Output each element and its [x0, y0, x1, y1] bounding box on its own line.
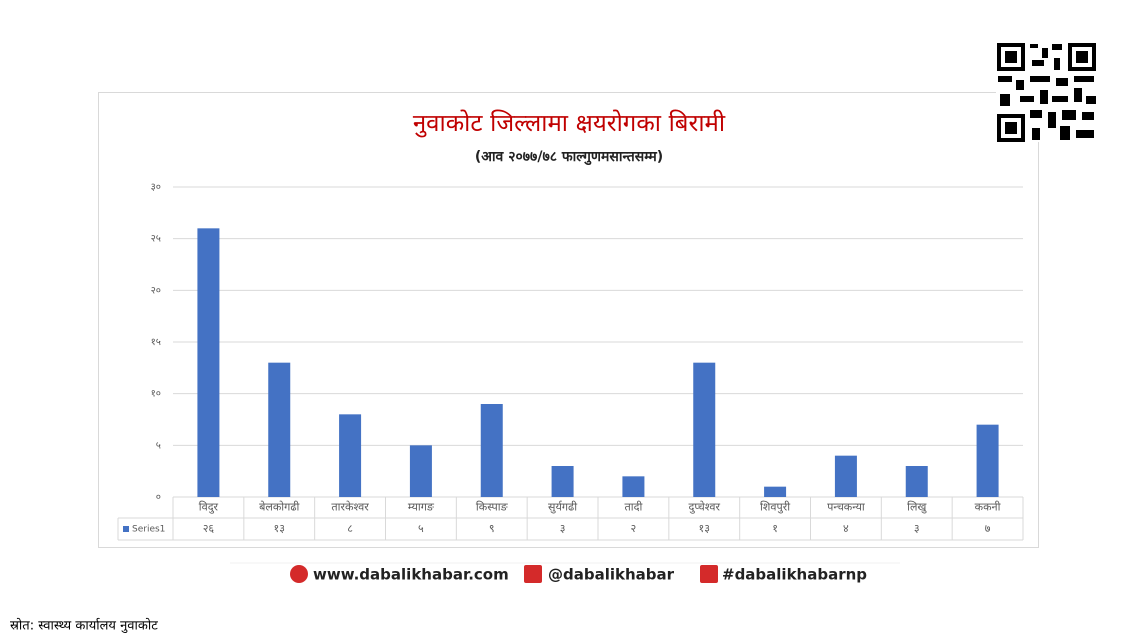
value-label: २ — [631, 522, 637, 535]
value-label: २६ — [203, 522, 215, 535]
bar — [764, 486, 787, 497]
bar — [976, 424, 999, 497]
bar — [834, 455, 857, 497]
bar — [197, 228, 220, 498]
bar — [268, 362, 291, 497]
x-tick-label: बेलकोगढी — [259, 501, 299, 514]
bar — [551, 466, 574, 497]
y-tick-label: १५ — [151, 337, 161, 348]
value-label: १ — [772, 522, 778, 535]
bar — [693, 362, 716, 497]
value-label: ९ — [489, 522, 495, 535]
footer: www.dabalikhabar.com @dabalikhabar #daba… — [230, 562, 900, 584]
bar — [409, 445, 432, 497]
x-tick-label: सुर्यगढी — [548, 501, 577, 514]
qr-code — [996, 42, 1096, 142]
value-label: ८ — [347, 522, 353, 535]
value-label: ३ — [914, 522, 920, 535]
footer-website: www.dabalikhabar.com — [313, 566, 509, 584]
value-label: १३ — [274, 522, 285, 535]
x-tick-label: म्यागङ — [408, 501, 435, 514]
footer-facebook: @dabalikhabar — [548, 566, 675, 584]
x-tick-label: विदुर — [199, 501, 219, 515]
legend-label: Series1 — [132, 525, 165, 535]
x-tick-label: पन्चकन्या — [827, 501, 865, 514]
value-label: ४ — [843, 522, 849, 535]
y-tick-label: १० — [151, 389, 161, 400]
twitter-icon — [700, 565, 718, 583]
chart-title: नुवाकोट जिल्लामा क्षयरोगका बिरामी — [413, 109, 726, 138]
x-tick-label: ककनी — [975, 501, 1001, 514]
x-tick-label: किस्पाङ — [476, 501, 509, 514]
chart-subtitle: (आव २०७७/७८ फाल्गुणमसान्तसम्म) — [475, 149, 663, 166]
bar — [905, 466, 928, 497]
value-label: ५ — [418, 522, 424, 535]
y-tick-label: ० — [156, 492, 161, 503]
globe-icon — [290, 565, 308, 583]
x-tick-label: तादी — [625, 501, 643, 514]
footer-twitter: #dabalikhabarnp — [722, 566, 867, 584]
x-tick-label: लिखु — [907, 501, 927, 514]
y-tick-label: ३० — [151, 182, 161, 193]
x-tick-label: तारकेश्वर — [331, 501, 369, 514]
value-label: ७ — [985, 522, 991, 535]
facebook-icon — [524, 565, 542, 583]
y-tick-label: २५ — [151, 234, 161, 245]
bar — [339, 414, 362, 497]
x-tick-label: दुप्चेश्वर — [688, 501, 720, 515]
source-note: स्रोत: स्वास्थ्य कार्यालय नुवाकोट — [10, 618, 158, 634]
bar — [480, 404, 503, 497]
y-tick-label: ५ — [156, 440, 161, 451]
bar — [622, 476, 645, 497]
legend-key — [123, 526, 129, 532]
x-tick-label: शिवपुरी — [760, 501, 790, 514]
value-label: १३ — [699, 522, 710, 535]
value-label: ३ — [560, 522, 566, 535]
y-tick-label: २० — [151, 285, 161, 296]
